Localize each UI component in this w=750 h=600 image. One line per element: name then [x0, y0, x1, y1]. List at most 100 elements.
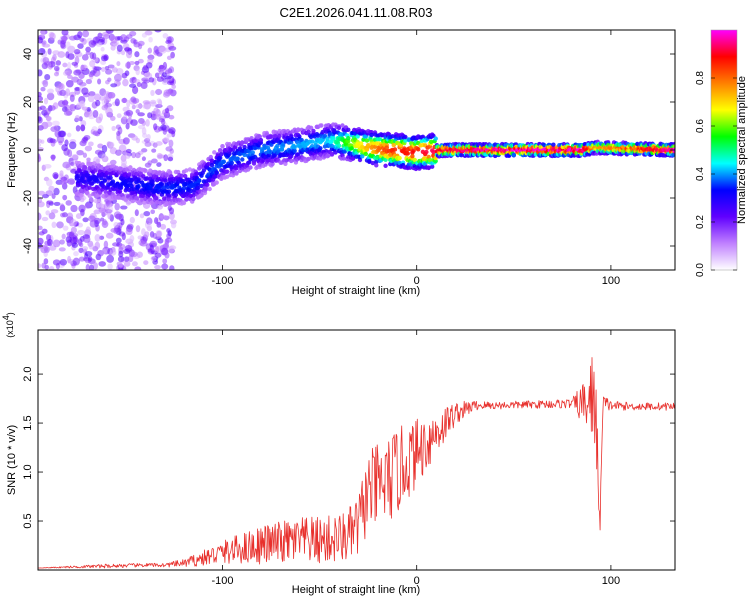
heatmap-cell: [234, 170, 239, 175]
heatmap-cell: [118, 261, 123, 269]
colorbar-tick-label: 0.2: [695, 215, 706, 229]
heatmap-cell: [229, 160, 234, 166]
heatmap-cell: [277, 133, 282, 139]
heatmap-cell: [98, 113, 104, 121]
heatmap-cell: [100, 46, 105, 52]
heatmap-cell: [46, 200, 54, 205]
heatmap-cell: [219, 152, 224, 157]
heatmap-cell: [121, 97, 128, 103]
heatmap-cell: [42, 194, 49, 199]
heatmap-cell: [140, 81, 148, 90]
heatmap-cell: [135, 152, 141, 159]
heatmap-cell: [168, 46, 177, 51]
heatmap-cell: [49, 32, 56, 41]
heatmap-cell: [146, 133, 151, 141]
heatmap-cell: [150, 179, 155, 184]
snr-xtick-label: 100: [602, 575, 620, 587]
heatmap-cell: [147, 248, 153, 253]
heatmap-cell: [77, 31, 83, 39]
heatmap-cell: [135, 137, 140, 144]
heatmap-cell: [290, 137, 295, 142]
heatmap-cell: [52, 239, 61, 248]
heatmap-cell: [85, 51, 91, 56]
heatmap-cell: [95, 42, 103, 47]
heatmap-cell: [114, 165, 119, 170]
heatmap-cell: [69, 104, 74, 110]
heatmap-cell: [94, 93, 101, 102]
heatmap-cell: [218, 148, 223, 153]
heatmap-cell: [391, 142, 396, 148]
heatmap-cell: [38, 197, 43, 203]
heatmap-cell: [306, 156, 311, 162]
snr-ytick-label: 1.0: [22, 464, 34, 479]
heatmap-cell: [135, 109, 140, 114]
heatmap-cell: [431, 149, 436, 154]
heatmap-cell: [148, 168, 153, 173]
heatmap-cell: [117, 255, 125, 263]
heatmap-cell: [125, 50, 133, 59]
heatmap-cell: [94, 233, 101, 242]
heatmap-cell: [105, 30, 114, 34]
heatmap-cell: [57, 130, 66, 138]
heatmap-cell: [145, 62, 153, 69]
heatmap-cell: [363, 134, 368, 139]
heatmap-cell: [55, 60, 61, 66]
heatmap-cell: [349, 146, 354, 151]
heatmap-panel: -100 0 100 -40 -20 0 20 40 Height of straight l…: [6, 29, 676, 297]
heatmap-cell: [213, 174, 218, 179]
heatmap-cell: [160, 223, 167, 230]
heatmap-cell: [60, 212, 66, 218]
heatmap-cell: [179, 173, 184, 178]
heatmap-cell: [109, 249, 117, 256]
heatmap-cell: [67, 149, 73, 158]
heatmap-cell: [127, 113, 133, 119]
heatmap-cell: [318, 156, 323, 161]
heatmap-cell: [143, 210, 151, 217]
heatmap-cell: [142, 200, 147, 205]
heatmap-cell: [242, 144, 247, 150]
heatmap-cell: [206, 161, 211, 167]
heatmap-cell: [166, 55, 172, 60]
heatmap-cell: [324, 149, 329, 154]
heatmap-cell: [128, 255, 134, 263]
heatmap-cells: [38, 30, 675, 270]
heatmap-cell: [209, 158, 215, 163]
heatmap-cell: [364, 138, 370, 143]
heatmap-cell: [53, 201, 61, 206]
heatmap-cell: [383, 163, 388, 168]
heatmap-cell: [374, 159, 379, 164]
heatmap-cell: [205, 182, 210, 187]
heatmap-cell: [78, 247, 84, 254]
heatmap-cell: [89, 264, 95, 270]
heatmap-cell: [127, 172, 132, 177]
heatmap-cell: [122, 78, 129, 87]
heatmap-cell: [44, 108, 51, 116]
heatmap-cell: [156, 221, 162, 228]
heatmap-cell: [120, 39, 128, 44]
heatmap-cell: [235, 156, 240, 162]
heatmap-cell: [188, 188, 194, 194]
heatmap-cell: [154, 264, 161, 270]
heatmap-cell: [67, 255, 72, 264]
heatmap-cell: [83, 235, 91, 243]
heatmap-cell: [62, 62, 68, 68]
heatmap-cell: [38, 263, 42, 269]
heatmap-cell: [412, 157, 417, 163]
heatmap-cell: [135, 267, 140, 270]
heatmap-cell: [136, 179, 141, 184]
heatmap-cell: [310, 144, 315, 149]
heatmap-cell: [88, 72, 94, 78]
heatmap-cell: [87, 258, 96, 265]
heatmap-cell: [105, 232, 114, 239]
heatmap-cell: [424, 149, 429, 155]
heatmap-cell: [94, 149, 103, 155]
heatmap-cell: [150, 255, 157, 262]
heatmap-cell: [327, 132, 332, 137]
heatmap-cell: [69, 141, 77, 150]
heatmap-cell: [138, 43, 143, 50]
heatmap-cell: [218, 155, 223, 161]
colorbar-frame: [710, 29, 738, 271]
heatmap-cell: [107, 263, 113, 270]
colorbar-tick-label: 0.8: [695, 71, 706, 85]
heatmap-cell: [126, 34, 133, 40]
